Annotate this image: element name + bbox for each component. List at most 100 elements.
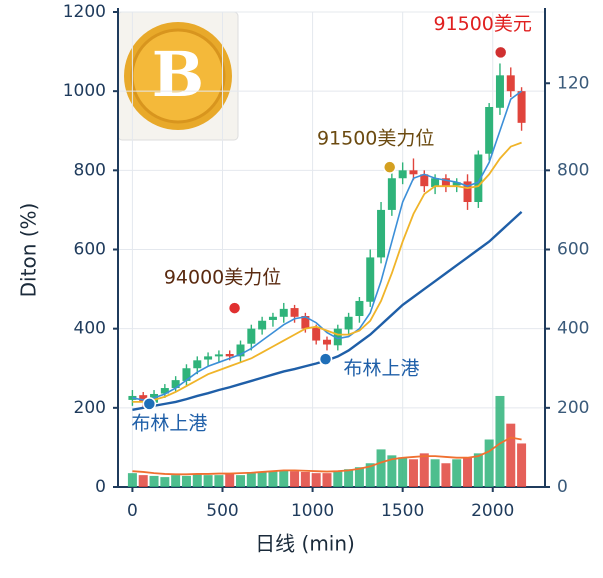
- svg-text:B: B: [152, 38, 204, 111]
- volume-bar: [203, 475, 213, 487]
- y2-tick-label: 400: [557, 319, 589, 339]
- y2-tick-label: 0: [557, 477, 568, 497]
- volume-bar: [376, 449, 386, 487]
- volume-bar: [257, 471, 267, 487]
- volume-bar: [290, 471, 300, 487]
- volume-bar: [322, 473, 332, 487]
- ma-line: [132, 211, 523, 411]
- volume-bar: [214, 475, 224, 487]
- volume-bar: [160, 477, 170, 487]
- volume-bar: [171, 475, 181, 487]
- volume-bar: [365, 463, 375, 487]
- candle-body: [236, 344, 245, 357]
- annotation-label: 94000美力位: [164, 267, 281, 289]
- volume-bar: [387, 455, 397, 487]
- candle-body: [409, 170, 418, 175]
- candle-body: [398, 170, 407, 179]
- y2-tick-label: 600: [557, 240, 589, 260]
- candle-body: [366, 257, 375, 302]
- annotation-dot: [382, 160, 397, 174]
- candle-body: [204, 356, 213, 360]
- candle-body: [160, 388, 169, 394]
- volume-bar: [517, 443, 527, 487]
- volume-bar: [430, 459, 440, 487]
- ma-line: [132, 90, 523, 401]
- volume-bar: [300, 471, 310, 487]
- candle-body: [485, 107, 494, 154]
- y-tick-label: 800: [74, 160, 106, 180]
- y-tick-label: 0: [95, 477, 106, 497]
- volume-bar: [354, 467, 364, 487]
- candle-body: [452, 182, 461, 186]
- candle-body: [333, 328, 342, 346]
- candle-body: [279, 308, 288, 317]
- candle-body: [441, 178, 450, 187]
- volume-bar: [495, 395, 505, 487]
- annotation-dot: [227, 301, 242, 315]
- volume-bar: [419, 453, 429, 487]
- candle-body: [247, 328, 256, 344]
- volume-bar: [236, 475, 246, 487]
- candle-body: [377, 209, 386, 258]
- volume-bar: [246, 473, 256, 487]
- candle-body: [193, 360, 202, 369]
- volume-bar: [398, 457, 408, 487]
- y2-tick-label: 800: [557, 160, 589, 180]
- candle-body: [344, 316, 353, 330]
- volume-bar: [506, 423, 516, 487]
- candle-body: [214, 354, 223, 357]
- candle-body: [387, 178, 396, 210]
- bitcoin-logo: B: [117, 11, 239, 141]
- ma-line: [132, 141, 522, 403]
- y-axis-title: Diton (%): [17, 203, 41, 298]
- y-tick-label: 200: [74, 398, 106, 418]
- candle-body: [420, 174, 429, 187]
- candle-body: [258, 320, 267, 330]
- volume-bar: [127, 473, 137, 487]
- volume-bar: [473, 453, 483, 487]
- y-tick-label: 1000: [63, 81, 106, 101]
- volume-bar: [441, 463, 451, 487]
- volume-bar: [225, 473, 235, 487]
- candle-body: [139, 395, 148, 402]
- candle-body: [312, 327, 321, 341]
- y-tick-label: 600: [74, 240, 106, 260]
- volume-bar: [181, 475, 191, 487]
- volume-bar: [344, 469, 354, 487]
- candle-body: [322, 339, 331, 345]
- candle-body: [225, 354, 234, 357]
- annotation-dot: [493, 45, 508, 60]
- candle-body: [431, 178, 440, 187]
- candle-body: [171, 380, 180, 389]
- y-tick-label: 400: [74, 319, 106, 339]
- x-tick-label: 1500: [381, 501, 424, 521]
- x-tick-label: 2000: [471, 501, 514, 521]
- x-tick-label: 0: [127, 501, 138, 521]
- annotation-dot: [318, 352, 333, 366]
- volume-bar: [484, 439, 494, 487]
- candle-body: [463, 181, 472, 202]
- volume-bar: [268, 471, 278, 487]
- x-tick-label: 1000: [291, 501, 334, 521]
- x-tick-label: 500: [206, 501, 238, 521]
- volume-bar: [463, 457, 473, 487]
- volume-bar: [311, 473, 321, 487]
- candle-body: [290, 308, 299, 317]
- y2-tick-label: 120: [557, 73, 589, 93]
- annotation-dot: [142, 397, 157, 411]
- candle-body: [355, 300, 364, 316]
- annotation-label: 布林上港: [131, 412, 207, 434]
- annotation-label: 布林上港: [344, 358, 420, 380]
- y2-tick-label: 200: [557, 398, 589, 418]
- x-axis-title: 日线 (min): [255, 532, 355, 556]
- volume-bar: [333, 471, 343, 487]
- volume-bar: [192, 474, 202, 487]
- volume-bar: [138, 475, 148, 487]
- candle-body: [182, 368, 191, 381]
- candle-body: [268, 316, 277, 320]
- volume-bar: [452, 459, 462, 487]
- volume-bar: [408, 459, 418, 487]
- candle-body: [506, 75, 515, 92]
- annotation-label: 91500美元: [433, 13, 531, 35]
